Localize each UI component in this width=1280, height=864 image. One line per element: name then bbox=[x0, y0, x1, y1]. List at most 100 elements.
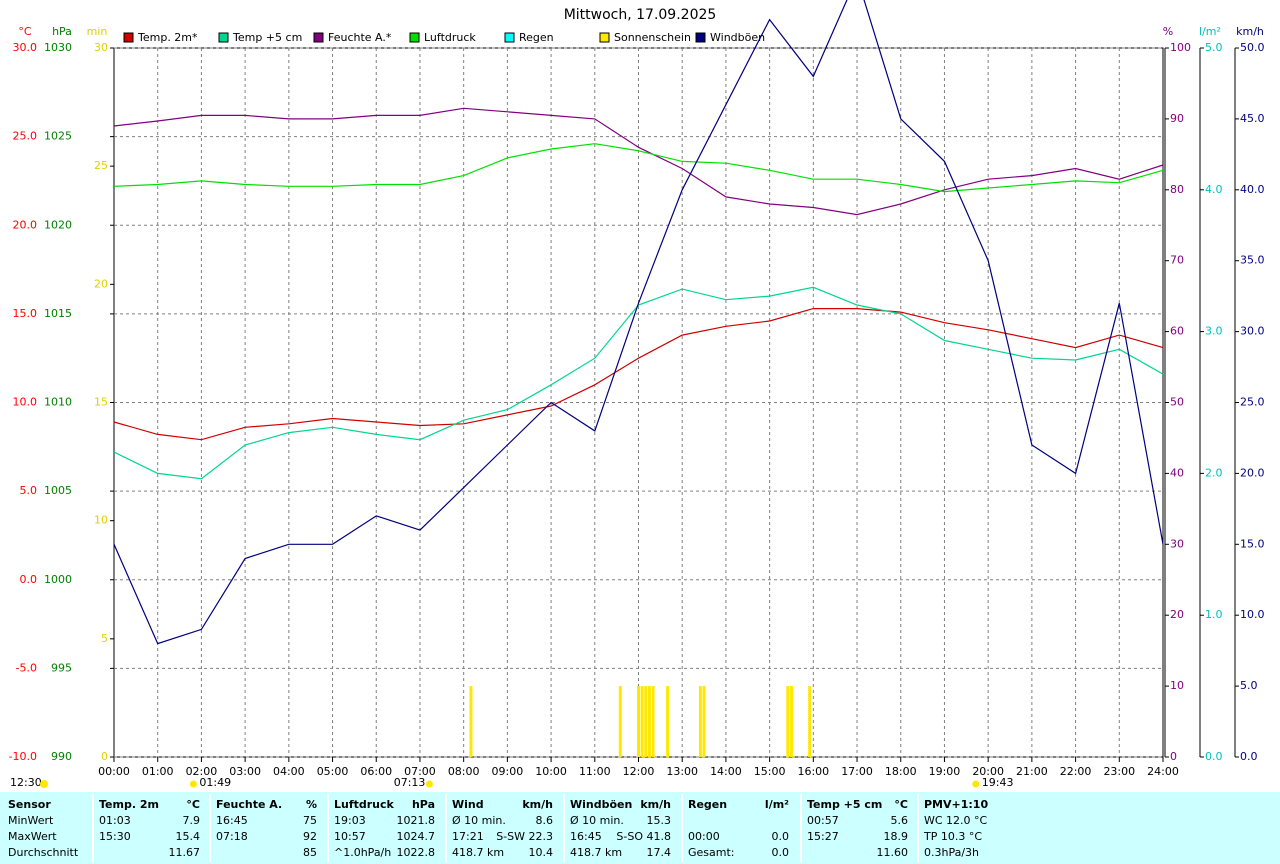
y-tick-label: 15.0 bbox=[1240, 537, 1265, 550]
table-cell: S-SO 41.8 bbox=[616, 830, 671, 843]
table-cell: PMV+1:10 bbox=[924, 798, 988, 811]
y-tick-label: 70 bbox=[1170, 254, 1184, 267]
axis-unit: °C bbox=[18, 25, 32, 38]
table-cell: Luftdruck bbox=[334, 798, 395, 811]
table-cell: 92 bbox=[303, 830, 317, 843]
x-tick-label: 05:00 bbox=[317, 765, 349, 778]
y-tick-label: 60 bbox=[1170, 325, 1184, 338]
legend-swatch bbox=[695, 32, 706, 43]
y-tick-label: 40.0 bbox=[1240, 183, 1265, 196]
table-cell: hPa bbox=[412, 798, 435, 811]
table-cell: 07:18 bbox=[216, 830, 248, 843]
series-line bbox=[113, 107, 1164, 216]
y-tick-label: 5.0 bbox=[1240, 679, 1258, 692]
x-tick-label: 13:00 bbox=[666, 765, 698, 778]
axis-unit: % bbox=[1163, 25, 1173, 38]
table-cell: Gesamt: bbox=[688, 846, 735, 859]
x-tick-label: 10:00 bbox=[535, 765, 567, 778]
x-tick-label: 12:00 bbox=[623, 765, 655, 778]
y-tick-label: -5.0 bbox=[16, 661, 37, 674]
x-tick-label: 18:00 bbox=[885, 765, 917, 778]
table-cell: MinWert bbox=[8, 814, 54, 827]
x-tick-label: 23:00 bbox=[1103, 765, 1135, 778]
table-cell: ^1.0hPa/h bbox=[334, 846, 391, 859]
sunshine-bar bbox=[808, 686, 812, 757]
y-tick-label: 90 bbox=[1170, 112, 1184, 125]
series-line bbox=[113, 308, 1164, 441]
legend-swatch bbox=[409, 32, 420, 43]
y-tick-label: 0.0 bbox=[1205, 750, 1223, 763]
table-cell: Regen bbox=[688, 798, 727, 811]
x-tick-label: 00:00 bbox=[98, 765, 130, 778]
x-tick-label: 11:00 bbox=[579, 765, 611, 778]
y-tick-label: 1005 bbox=[44, 484, 72, 497]
event-marker bbox=[189, 780, 197, 788]
legend-label: Sonnenschein bbox=[614, 31, 691, 44]
table-cell: Ø 10 min. bbox=[570, 814, 624, 827]
table-cell: % bbox=[306, 798, 317, 811]
annotation: 19:43 bbox=[982, 776, 1014, 789]
y-tick-label: 10 bbox=[94, 514, 108, 527]
y-tick-label: 30 bbox=[1170, 537, 1184, 550]
annotation: 01:49 bbox=[199, 776, 231, 789]
table-cell: 0.0 bbox=[772, 846, 790, 859]
table-cell: 15.3 bbox=[647, 814, 672, 827]
table-cell: 16:45 bbox=[216, 814, 248, 827]
table-cell: 18.9 bbox=[884, 830, 909, 843]
y-tick-label: 50 bbox=[1170, 396, 1184, 409]
sunshine-bar bbox=[786, 686, 790, 757]
sun-icon bbox=[40, 780, 48, 788]
x-tick-label: 15:00 bbox=[754, 765, 786, 778]
table-cell: 0.3hPa/3h bbox=[924, 846, 979, 859]
table-cell: 15:27 bbox=[807, 830, 839, 843]
table-cell: Wind bbox=[452, 798, 484, 811]
table-cell: 11.67 bbox=[169, 846, 201, 859]
table-cell: Windböen bbox=[570, 798, 632, 811]
x-tick-label: 07:00 bbox=[404, 765, 436, 778]
table-cell: Temp. 2m bbox=[99, 798, 159, 811]
y-tick-label: 25.0 bbox=[13, 130, 38, 143]
y-tick-label: 10.0 bbox=[13, 396, 38, 409]
table-cell: Feuchte A. bbox=[216, 798, 282, 811]
x-tick-label: 21:00 bbox=[1016, 765, 1048, 778]
table-cell: TP 10.3 °C bbox=[923, 830, 982, 843]
y-tick-label: 20.0 bbox=[1240, 466, 1265, 479]
table-cell: Sensor bbox=[8, 798, 51, 811]
x-tick-label: 09:00 bbox=[492, 765, 524, 778]
y-tick-label: 35.0 bbox=[1240, 254, 1265, 267]
table-cell: 15:30 bbox=[99, 830, 131, 843]
table-cell: Ø 10 min. bbox=[452, 814, 506, 827]
x-tick-label: 19:00 bbox=[929, 765, 961, 778]
annotation: 07:13 bbox=[394, 776, 426, 789]
table-background bbox=[0, 792, 1280, 864]
y-tick-label: 45.0 bbox=[1240, 112, 1265, 125]
legend-label: Regen bbox=[519, 31, 554, 44]
y-tick-label: 1010 bbox=[44, 396, 72, 409]
table-cell: km/h bbox=[640, 798, 671, 811]
x-tick-label: 03:00 bbox=[229, 765, 261, 778]
legend-label: Windböen bbox=[710, 31, 765, 44]
table-cell: 01:03 bbox=[99, 814, 131, 827]
legend-label: Luftdruck bbox=[424, 31, 476, 44]
table-cell: 19:03 bbox=[334, 814, 366, 827]
y-tick-label: 1030 bbox=[44, 41, 72, 54]
y-tick-label: 0.0 bbox=[1240, 750, 1258, 763]
y-tick-label: 20.0 bbox=[13, 218, 38, 231]
table-cell: 17.4 bbox=[647, 846, 672, 859]
sunshine-bar bbox=[647, 686, 651, 757]
series-line bbox=[113, 0, 1164, 645]
y-tick-label: 0 bbox=[101, 750, 108, 763]
y-tick-label: 20 bbox=[94, 277, 108, 290]
sunshine-bar bbox=[698, 686, 702, 757]
table-cell: km/h bbox=[522, 798, 553, 811]
table-cell: 1022.8 bbox=[397, 846, 436, 859]
y-tick-label: 15 bbox=[94, 396, 108, 409]
table-cell: 10.4 bbox=[529, 846, 554, 859]
axis-unit: l/m² bbox=[1199, 25, 1221, 38]
x-tick-label: 01:00 bbox=[142, 765, 174, 778]
series-line bbox=[113, 143, 1164, 193]
legend-swatch bbox=[599, 32, 610, 43]
y-tick-label: 1015 bbox=[44, 307, 72, 320]
legend-swatch bbox=[123, 32, 134, 43]
